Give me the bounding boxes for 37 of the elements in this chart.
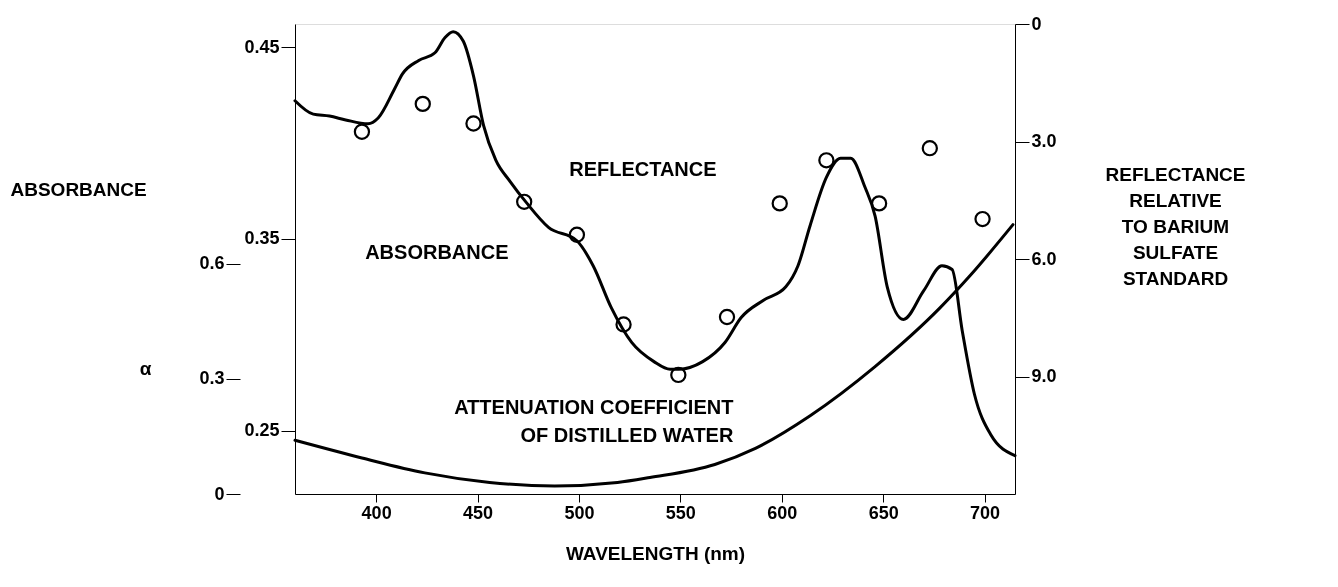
x-tick-label: 650 (868, 502, 899, 523)
x-tick-label: 700 (970, 502, 1001, 523)
point (414, 95, 431, 113)
point (516, 193, 533, 210)
point (718, 308, 736, 326)
series-label: ABSORBANCE (365, 241, 509, 264)
text: REFLECTANCE (569, 157, 717, 180)
point (670, 366, 687, 384)
y-tick-label: 0.35 (244, 228, 280, 249)
point (921, 140, 938, 157)
y-tick-label: 0.25 (244, 420, 280, 441)
y3-tick-label: 0.6 (199, 253, 225, 274)
x-tick-label: 450 (463, 502, 494, 523)
point (870, 195, 888, 212)
point (771, 195, 788, 212)
y2-tick-label: 0 (1031, 13, 1042, 34)
point (568, 226, 586, 243)
point (818, 152, 835, 169)
y2-axis-title: REFLECTANCE RELATIVE TO BARIUM SULFATE STANDARD (1105, 163, 1246, 289)
y2-tick-label: 3.0 (1031, 131, 1057, 151)
point (974, 210, 991, 228)
point (465, 115, 482, 132)
x-tick-label: 550 (665, 502, 696, 523)
x-tick-label: 500 (564, 502, 595, 523)
y3-tick-label: 0 (214, 483, 225, 504)
x-axis-title: WAVELENGTH (nm) (565, 542, 746, 564)
y-axis-title: ABSORBANCE (10, 178, 147, 200)
y2-tick-label: 6.0 (1031, 248, 1057, 269)
y3-axis-title: α (139, 358, 152, 380)
point (353, 123, 371, 140)
y2-tick-label: 9.0 (1031, 366, 1057, 386)
x-tick-label: 400 (361, 502, 392, 523)
series-label: ATTENUATION COEFFICIENT OF DISTILLED WATER (454, 396, 734, 447)
y-tick-label: 0.45 (244, 36, 280, 57)
x-tick-label: 600 (767, 502, 798, 523)
point (615, 316, 632, 333)
y3-tick-label: 0.3 (199, 368, 225, 389)
